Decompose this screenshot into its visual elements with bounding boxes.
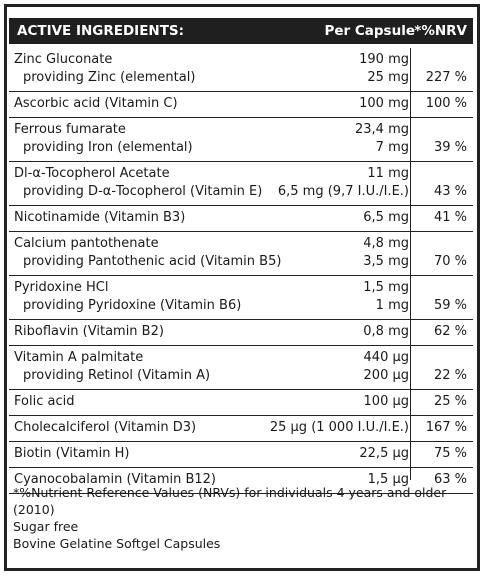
table-row: Ascorbic acid (Vitamin C) 100 mg 100 %	[9, 92, 473, 118]
ingredient-amount: 25 µg (1 000 I.U./I.E.)	[269, 420, 409, 435]
header-title: ACTIVE INGREDIENTS:	[17, 23, 185, 39]
ingredient-nrv: 59 %	[433, 298, 467, 313]
ingredient-amount: 7 mg	[375, 140, 409, 155]
header-per-capsule: Per Capsule	[324, 23, 415, 39]
table-row: Folic acid 100 µg 25 %	[9, 390, 473, 416]
ingredient-amount: 100 µg	[363, 394, 409, 409]
ingredient-amount: 23,4 mg	[355, 122, 409, 137]
ingredient-name: Calcium pantothenate	[14, 236, 159, 251]
ingredient-amount: 4,8 mg	[363, 236, 409, 251]
ingredient-nrv: 41 %	[433, 210, 467, 225]
sugar-free-note: Sugar free	[13, 519, 79, 534]
ingredient-nrv: 167 %	[425, 420, 467, 435]
table-row: Cholecalciferol (Vitamin D3) 25 µg (1 000…	[9, 416, 473, 442]
ingredient-name: providing Iron (elemental)	[23, 140, 193, 155]
column-divider	[410, 48, 411, 480]
ingredient-amount: 200 µg	[363, 368, 409, 383]
table-row: Riboflavin (Vitamin B2) 0,8 mg 62 %	[9, 320, 473, 346]
ingredient-name: providing Retinol (Vitamin A)	[23, 368, 211, 383]
ingredient-name: Ferrous fumarate	[14, 122, 126, 137]
ingredient-name: providing Pyridoxine (Vitamin B6)	[23, 298, 242, 313]
table-row: Calcium pantothenate 4,8 mg providing Pant…	[9, 232, 473, 276]
ingredient-nrv: 70 %	[433, 254, 467, 269]
ingredient-amount: 1,5 mg	[363, 280, 409, 295]
ingredient-name: providing Zinc (elemental)	[23, 70, 196, 85]
ingredients-table: Zinc Gluconate 190 mg providing Zinc (elem…	[9, 48, 473, 494]
ingredient-amount: 6,5 mg	[363, 210, 409, 225]
ingredient-amount: 0,8 mg	[363, 324, 409, 339]
table-row: Ferrous fumarate 23,4 mg providing Iron (e…	[9, 118, 473, 162]
ingredient-name: Dl-α-Tocopherol Acetate	[14, 166, 170, 181]
header-nrv: *%NRV	[414, 23, 467, 39]
ingredient-amount: 22,5 µg	[359, 446, 409, 461]
ingredient-amount: 3,5 mg	[363, 254, 409, 269]
ingredient-nrv: 22 %	[433, 368, 467, 383]
capsule-note: Bovine Gelatine Softgel Capsules	[13, 536, 221, 551]
ingredient-nrv: 100 %	[425, 96, 467, 111]
ingredient-nrv: 62 %	[433, 324, 467, 339]
ingredient-nrv: 43 %	[433, 184, 467, 199]
ingredient-amount: 1,5 µg	[367, 472, 409, 487]
ingredient-name: Ascorbic acid (Vitamin C)	[14, 96, 178, 111]
ingredient-name: Cholecalciferol (Vitamin D3)	[14, 420, 197, 435]
table-row: Biotin (Vitamin H) 22,5 µg 75 %	[9, 442, 473, 468]
ingredient-nrv: 63 %	[433, 472, 467, 487]
ingredient-amount: 190 mg	[359, 52, 409, 67]
ingredient-amount: 100 mg	[359, 96, 409, 111]
ingredient-name: Folic acid	[14, 394, 75, 409]
nutrition-label	[4, 4, 480, 571]
ingredient-amount: 6,5 mg (9,7 I.U./I.E.)	[277, 184, 409, 199]
ingredient-amount: 440 µg	[363, 350, 409, 365]
table-row: Vitamin A palmitate 440 µg providing Retin…	[9, 346, 473, 390]
nrv-note: *%Nutrient Reference Values (NRVs) for i…	[13, 485, 447, 517]
ingredient-nrv: 25 %	[433, 394, 467, 409]
ingredient-name: Nicotinamide (Vitamin B3)	[14, 210, 186, 225]
table-row: Cyanocobalamin (Vitamin B12) 1,5 µg 63 %	[9, 468, 473, 494]
table-row: Zinc Gluconate 190 mg providing Zinc (elem…	[9, 48, 473, 92]
ingredient-name: providing D-α-Tocopherol (Vitamin E)	[23, 184, 263, 199]
ingredient-name: Cyanocobalamin (Vitamin B12)	[14, 472, 217, 487]
table-header: ACTIVE INGREDIENTS: Per Capsule *%NRV	[9, 18, 473, 44]
ingredient-name: Riboflavin (Vitamin B2)	[14, 324, 164, 339]
ingredient-amount: 1 mg	[375, 298, 409, 313]
ingredient-amount: 25 mg	[367, 70, 409, 85]
ingredient-name: Biotin (Vitamin H)	[14, 446, 130, 461]
ingredient-amount: 11 mg	[367, 166, 409, 181]
ingredient-name: providing Pantothenic acid (Vitamin B5)	[23, 254, 282, 269]
table-row: Pyridoxine HCl 1,5 mg providing Pyridoxine…	[9, 276, 473, 320]
ingredient-name: Vitamin A palmitate	[14, 350, 144, 365]
table-row: Dl-α-Tocopherol Acetate 11 mg providing D-…	[9, 162, 473, 206]
ingredient-nrv: 75 %	[433, 446, 467, 461]
table-row: Nicotinamide (Vitamin B3) 6,5 mg 41 %	[9, 206, 473, 232]
ingredient-nrv: 39 %	[433, 140, 467, 155]
ingredient-name: Zinc Gluconate	[14, 52, 113, 67]
ingredient-nrv: 227 %	[425, 70, 467, 85]
footnote: *%Nutrient Reference Values (NRVs) for i…	[13, 484, 473, 552]
ingredient-name: Pyridoxine HCl	[14, 280, 109, 295]
